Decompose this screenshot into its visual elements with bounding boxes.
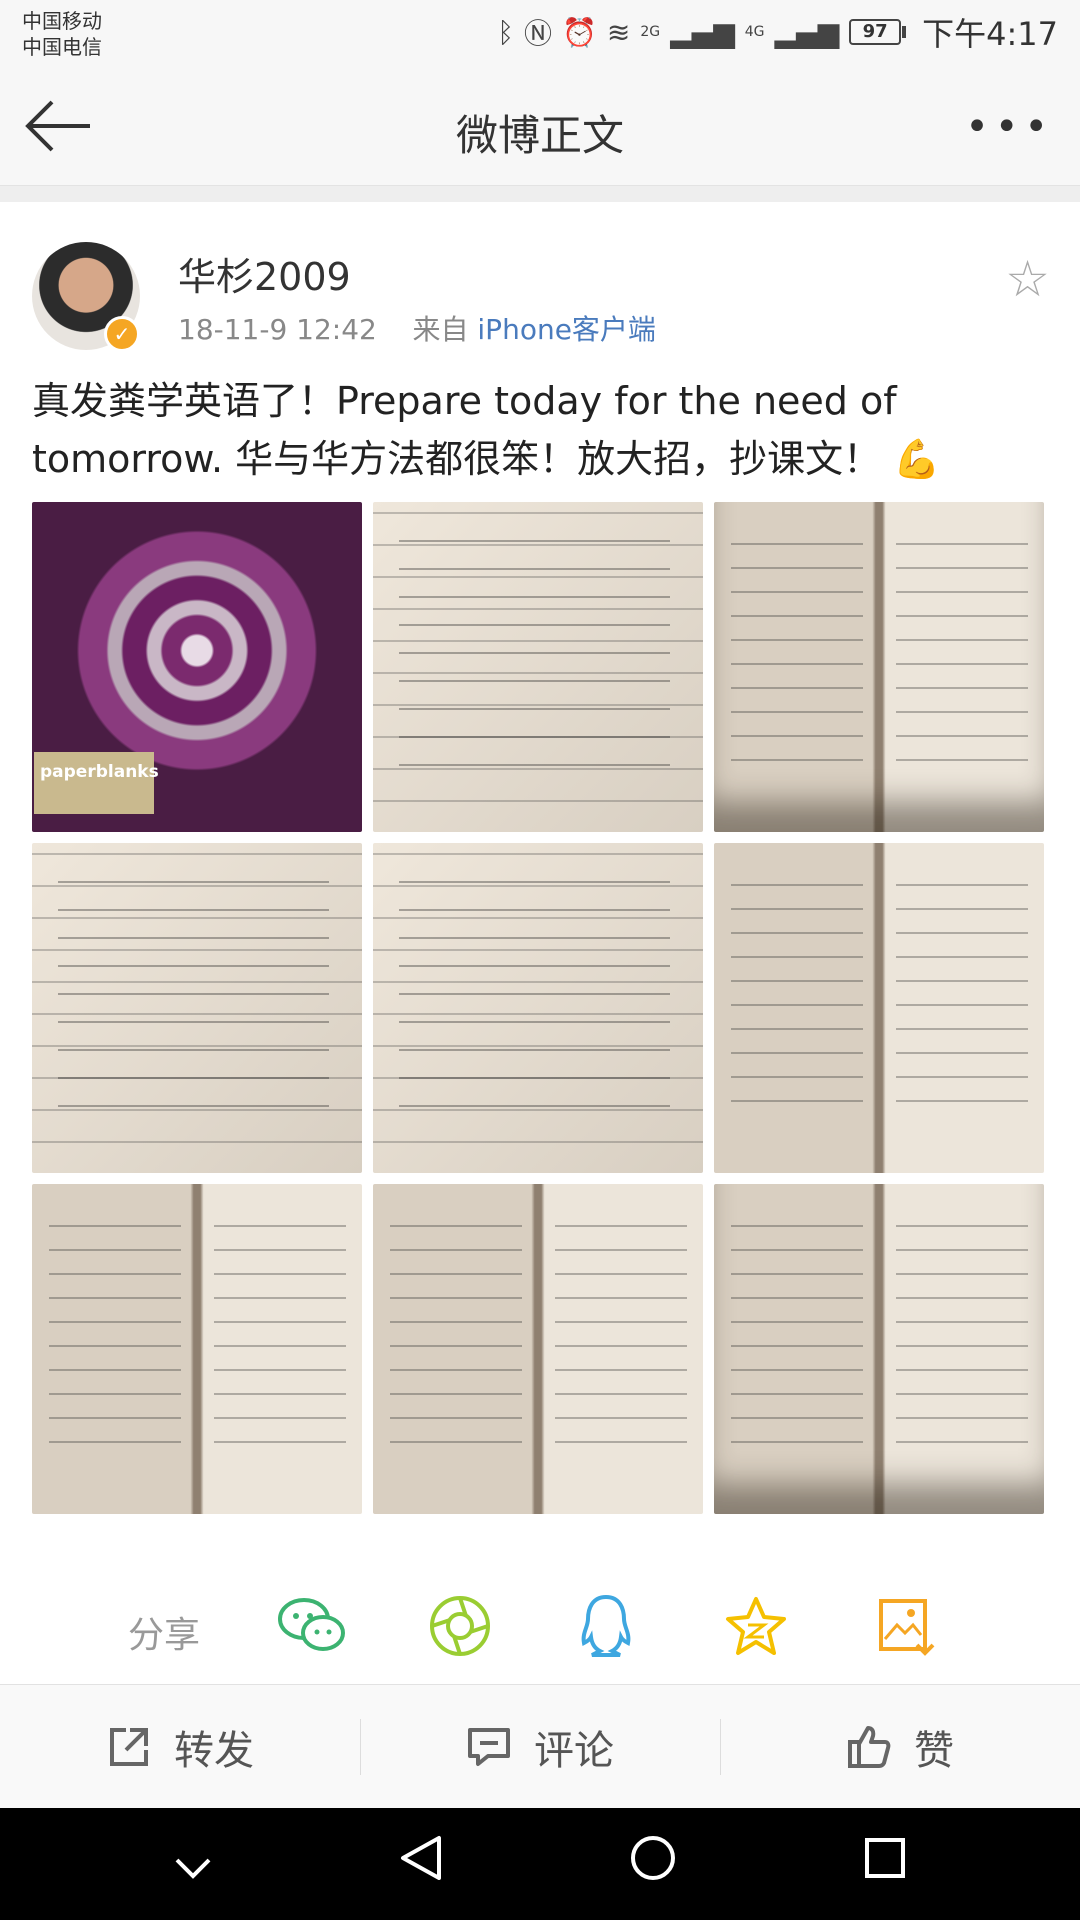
repost-icon xyxy=(110,1727,148,1766)
share-bar: 分享 xyxy=(0,1568,1080,1678)
image-thumbnail-3[interactable] xyxy=(714,502,1044,832)
save-image-icon[interactable] xyxy=(870,1590,942,1662)
post-text: 真发粪学英语了！Prepare today for the need of to… xyxy=(32,372,1052,488)
image-thumbnail-7[interactable] xyxy=(32,1184,362,1514)
cover-brand-label: paperblanks xyxy=(34,752,159,814)
qzone-icon[interactable] xyxy=(720,1590,792,1662)
comment-button[interactable]: 评论 xyxy=(360,1685,720,1808)
status-icons: ᛒ Ⓝ ⏰ ≋ 2G ▂▄▆ 4G ▂▄▆ 97 下午4:17 xyxy=(497,10,1058,54)
action-bar: 转发 评论 赞 xyxy=(0,1684,1080,1808)
back-triangle-icon[interactable] xyxy=(399,1834,443,1894)
verified-badge-icon: ✓ xyxy=(104,316,140,352)
signal-bars-icon: ▂▄▆ xyxy=(774,15,840,49)
carrier-info: 中国移动 中国电信 xyxy=(22,8,102,60)
repost-label: 转发 xyxy=(174,1727,254,1774)
carrier-2: 中国电信 xyxy=(22,35,102,59)
hide-keyboard-chevron-icon[interactable] xyxy=(173,1836,213,1892)
status-bar: 中国移动 中国电信 ᛒ Ⓝ ⏰ ≋ 2G ▂▄▆ 4G ▂▄▆ 97 下午4:1… xyxy=(0,0,1080,64)
recents-square-icon[interactable] xyxy=(863,1836,907,1892)
comment-icon xyxy=(468,1727,510,1766)
image-thumbnail-5[interactable] xyxy=(373,843,703,1173)
image-thumbnail-2[interactable] xyxy=(373,502,703,832)
image-thumbnail-8[interactable] xyxy=(373,1184,703,1514)
alarm-icon: ⏰ xyxy=(562,15,597,49)
post-body: 真发粪学英语了！Prepare today for the need of to… xyxy=(32,379,897,481)
post-date: 18-11-9 12:42 xyxy=(178,313,377,346)
page-title: 微博正文 xyxy=(455,111,624,160)
thumbs-up-icon xyxy=(848,1725,891,1768)
image-thumbnail-1[interactable]: paperblanks xyxy=(32,502,362,832)
nfc-icon: Ⓝ xyxy=(524,17,553,50)
comment-label: 评论 xyxy=(534,1727,614,1774)
like-label: 赞 xyxy=(914,1727,954,1774)
signal-bars-icon: ▂▄▆ xyxy=(670,15,735,49)
moments-icon[interactable] xyxy=(424,1590,496,1662)
like-button[interactable]: 赞 xyxy=(720,1685,1080,1808)
nav-bar: 微博正文 ••• xyxy=(0,64,1080,186)
system-nav-bar xyxy=(0,1808,1080,1920)
source-link[interactable]: iPhone客户端 xyxy=(477,313,656,346)
favorite-star-icon[interactable]: ☆ xyxy=(1005,250,1050,308)
source-prefix: 来自 xyxy=(412,313,469,346)
flexed-biceps-emoji: 💪 xyxy=(893,437,941,481)
battery-icon: 97 xyxy=(849,19,907,45)
wifi-icon: ≋ xyxy=(606,15,631,49)
image-thumbnail-9[interactable] xyxy=(714,1184,1044,1514)
home-circle-icon[interactable] xyxy=(629,1834,677,1894)
image-thumbnail-4[interactable] xyxy=(32,843,362,1173)
signal-4g-icon: 4G xyxy=(744,24,765,40)
image-thumbnail-6[interactable] xyxy=(714,843,1044,1173)
share-label: 分享 xyxy=(128,1615,201,1656)
carrier-1: 中国移动 xyxy=(22,9,102,33)
more-options-icon[interactable]: ••• xyxy=(965,104,1054,150)
battery-level: 97 xyxy=(849,19,902,45)
qq-icon[interactable] xyxy=(570,1590,642,1662)
divider xyxy=(0,186,1080,202)
image-grid: paperblanks xyxy=(32,502,1044,1516)
clock: 下午4:17 xyxy=(922,15,1058,53)
post-meta: 18-11-9 12:42 来自 iPhone客户端 xyxy=(178,308,656,348)
repost-button[interactable]: 转发 xyxy=(0,1685,360,1808)
wechat-icon[interactable] xyxy=(276,1590,348,1662)
back-arrow-icon[interactable] xyxy=(24,98,94,154)
weibo-post: ✓ 华杉2009 18-11-9 12:42 来自 iPhone客户端 ☆ 真发… xyxy=(0,202,1080,1684)
username[interactable]: 华杉2009 xyxy=(178,255,351,299)
signal-2g-icon: 2G xyxy=(640,24,661,40)
bluetooth-icon: ᛒ xyxy=(497,15,515,49)
